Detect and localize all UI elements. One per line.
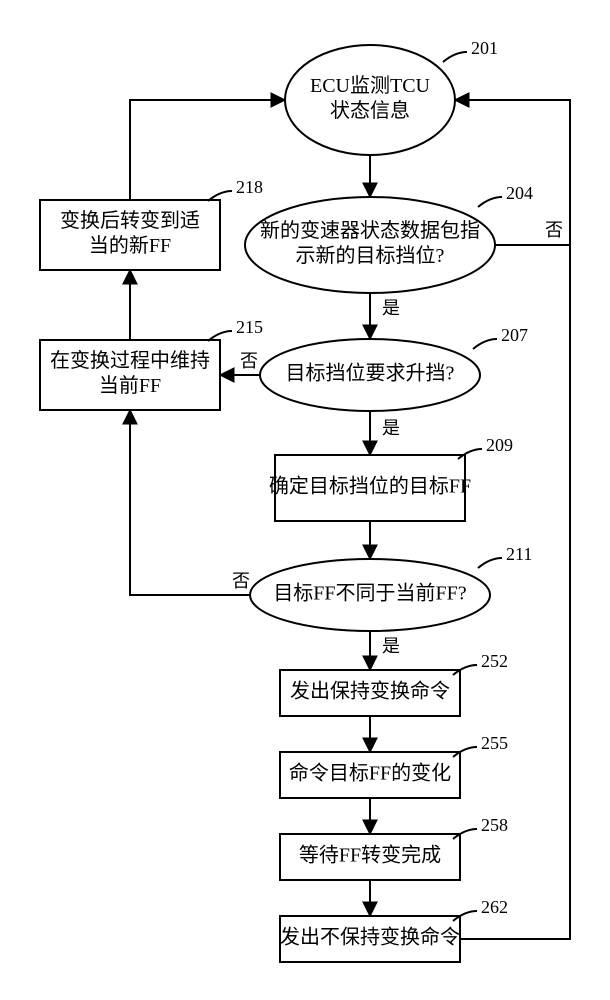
node-text: 目标挡位要求升挡?	[286, 362, 455, 385]
node-text: 等待FF转变完成	[299, 844, 441, 867]
ref-number: 204	[506, 183, 533, 203]
node-text: 示新的目标挡位?	[296, 244, 445, 267]
ref-number: 207	[501, 325, 528, 345]
node-text: 状态信息	[330, 99, 410, 122]
edge-label: 否	[240, 351, 258, 371]
ref-number: 209	[486, 435, 513, 455]
node-n201: ECU监测TCU状态信息 201	[285, 38, 498, 155]
node-text: 目标FF不同于当前FF?	[273, 582, 466, 605]
ref-number: 201	[471, 38, 498, 58]
ref-number: 215	[236, 317, 263, 337]
edge-label: 是	[382, 418, 400, 438]
ref-number: 252	[481, 651, 508, 671]
edge-label: 是	[382, 298, 400, 318]
node-n207: 目标挡位要求升挡? 207	[260, 325, 528, 411]
flowchart-canvas: ECU监测TCU状态信息 201 新的变速器状态数据包指示新的目标挡位? 204 目标挡…	[0, 0, 610, 1000]
node-n204: 新的变速器状态数据包指示新的目标挡位? 204	[245, 183, 533, 293]
edge-label: 否	[232, 571, 250, 591]
edge-label: 否	[545, 220, 563, 240]
node-text: ECU监测TCU	[310, 74, 431, 97]
ref-leader	[478, 197, 502, 207]
edge-label: 是	[382, 636, 400, 656]
node-n211: 目标FF不同于当前FF? 211	[250, 544, 532, 631]
node-text: 发出不保持变换命令	[280, 926, 460, 949]
node-n209: 确定目标挡位的目标FF 209	[269, 435, 513, 521]
edge-211-215	[130, 410, 250, 595]
node-n218: 变换后转变到适当的新FF 218	[40, 177, 263, 270]
ref-leader	[473, 339, 497, 349]
ref-number: 262	[481, 897, 508, 917]
node-n258: 等待FF转变完成 258	[280, 815, 508, 880]
ref-number: 211	[506, 544, 532, 564]
ref-number: 218	[236, 177, 263, 197]
node-text: 变换后转变到适	[60, 209, 200, 232]
node-text: 新的变速器状态数据包指	[260, 219, 480, 242]
node-n262: 发出不保持变换命令 262	[280, 897, 508, 962]
node-n215: 在变换过程中维持当前FF 215	[40, 317, 263, 410]
node-text: 命令目标FF的变化	[289, 762, 451, 785]
ref-number: 255	[481, 733, 508, 753]
node-n255: 命令目标FF的变化 255	[280, 733, 508, 798]
node-text: 确定目标挡位的目标FF	[269, 475, 471, 498]
ref-number: 258	[481, 815, 508, 835]
node-text: 当前FF	[99, 374, 161, 397]
ref-leader	[443, 52, 467, 62]
node-text: 当的新FF	[89, 234, 171, 257]
ref-leader	[478, 558, 502, 568]
node-n252: 发出保持变换命令 252	[280, 651, 508, 716]
node-text: 在变换过程中维持	[50, 349, 210, 372]
node-text: 发出保持变换命令	[290, 680, 450, 703]
